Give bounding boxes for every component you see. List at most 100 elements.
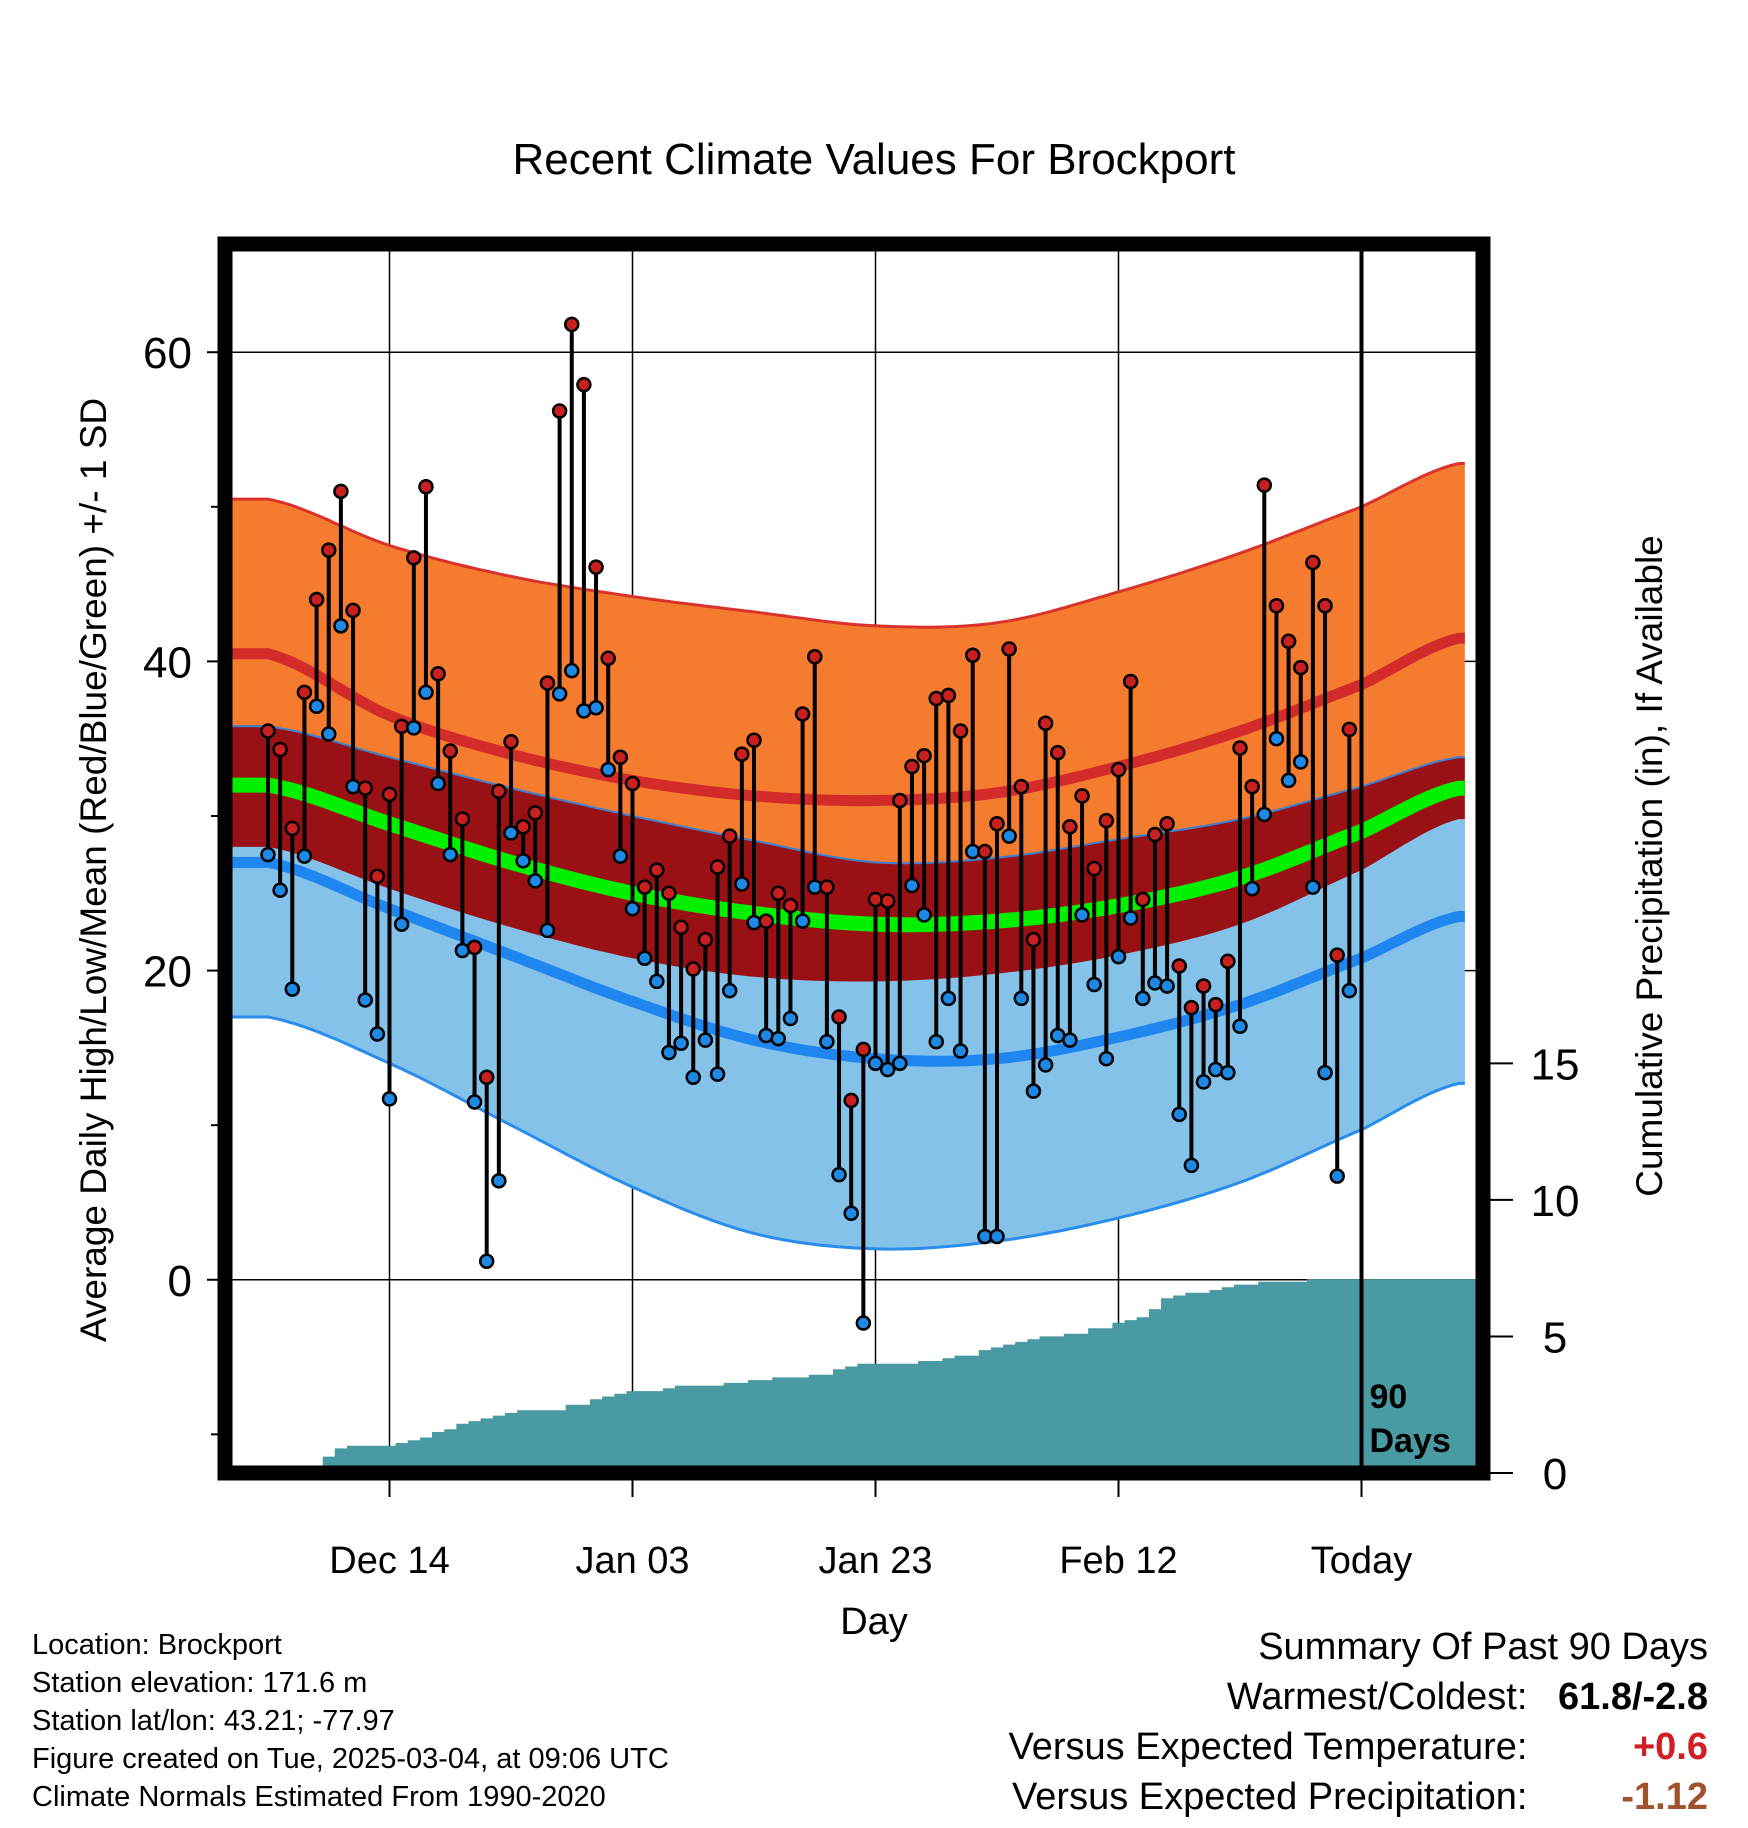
high-point (369, 868, 386, 885)
high-point (612, 749, 629, 765)
high-point (697, 931, 714, 948)
low-point (879, 1061, 896, 1078)
temp-versus-value: +0.6 (1632, 1726, 1708, 1768)
low-point (661, 1044, 677, 1061)
low-point (345, 778, 361, 795)
x-tick-label: Today (1311, 1540, 1412, 1582)
high-point (843, 1092, 859, 1109)
low-point (321, 726, 337, 742)
low-point (1232, 1018, 1248, 1034)
low-point (539, 922, 556, 939)
y-axis-label: Average Daily High/Low/Mean (Red/Blue/Gr… (73, 398, 114, 1342)
today-marker-label-1: 90 (1370, 1378, 1408, 1416)
low-point (1122, 910, 1139, 926)
high-point (1171, 958, 1187, 974)
high-point (1062, 819, 1078, 835)
low-point (1074, 907, 1090, 923)
warmest-coldest-label: Warmest/Coldest: (1226, 1676, 1528, 1718)
high-point (1135, 891, 1151, 908)
low-point (782, 1010, 799, 1027)
low-point (296, 848, 313, 864)
low-point (600, 761, 616, 778)
low-point (831, 1166, 847, 1183)
high-point (1256, 477, 1273, 493)
axes: 0 20 40 60 0 5 10 15 Dec 14 Jan 03 Jan 23 Feb 12 Tod… (143, 236, 1580, 1582)
high-point (576, 376, 592, 393)
low-point (478, 1253, 495, 1269)
info-created: Figure created on Tue, 2025-03-04, at 09… (32, 1743, 669, 1775)
high-point (758, 913, 774, 929)
low-point (709, 1066, 726, 1082)
high-point (478, 1069, 495, 1085)
high-point (1305, 554, 1321, 571)
high-point (1317, 597, 1333, 614)
high-point (321, 542, 337, 558)
high-point (527, 805, 544, 821)
info-normals: Climate Normals Estimated From 1990-2020 (32, 1781, 606, 1813)
summary-temp-row: Versus Expected Temperature: +0.6 (1009, 1722, 1708, 1772)
plot-content: 90 Days (225, 244, 1483, 1473)
high-point (503, 734, 519, 750)
high-point (782, 897, 799, 914)
high-point (393, 718, 410, 735)
low-point (892, 1055, 908, 1072)
low-point (491, 1173, 507, 1189)
low-point (418, 684, 434, 701)
info-latlon: Station lat/lon: 43.21; -77.97 (32, 1705, 395, 1737)
low-point (1317, 1064, 1333, 1081)
low-point (1293, 754, 1309, 770)
low-point (308, 698, 325, 714)
high-point (1110, 761, 1127, 778)
low-point (503, 825, 519, 841)
low-point (734, 876, 750, 892)
low-point (406, 720, 422, 736)
low-point (369, 1026, 386, 1042)
summary-warmest-coldest-row: Warmest/Coldest: 61.8/-2.8 (1009, 1672, 1708, 1722)
high-point (1050, 744, 1066, 761)
y-tick-label: 40 (143, 638, 192, 687)
high-point (345, 602, 361, 619)
high-point (734, 746, 750, 762)
summary-panel: Summary Of Past 90 Days Warmest/Coldest:… (1009, 1622, 1708, 1822)
high-point (515, 819, 531, 835)
x-tick-label: Dec 14 (329, 1540, 449, 1582)
low-point (1110, 948, 1127, 965)
x-axis-label: Day (840, 1601, 908, 1643)
high-point (1280, 633, 1297, 650)
info-location: Location: Brockport (32, 1629, 282, 1661)
low-point (697, 1032, 714, 1048)
low-point (357, 992, 373, 1008)
low-point (819, 1033, 835, 1050)
high-point (284, 820, 301, 837)
low-point (260, 846, 276, 863)
summary-title: Summary Of Past 90 Days (1258, 1626, 1708, 1668)
high-point (904, 758, 920, 775)
low-point (527, 873, 544, 889)
x-tick-label: Jan 23 (818, 1540, 932, 1582)
low-point (1280, 772, 1297, 789)
normal-mean-line (225, 777, 1465, 933)
normal-low-line (225, 856, 1465, 1067)
high-point (600, 650, 616, 667)
y2-tick-label: 15 (1531, 1040, 1580, 1089)
y2-axis-label: Cumulative Precipitation (in), If Availa… (1629, 535, 1670, 1197)
plot-frame (217, 236, 1491, 1481)
low-point (1001, 828, 1017, 844)
high-point (879, 893, 896, 909)
precip-versus-value: -1.12 (1621, 1776, 1708, 1818)
high-point (977, 843, 993, 860)
high-point (454, 811, 471, 827)
high-point (1013, 778, 1030, 795)
high-point (624, 775, 641, 792)
low-point (867, 1055, 884, 1072)
low-point (904, 877, 920, 894)
low-point (1329, 1168, 1345, 1184)
summary-precip-row: Versus Expected Precipitation: -1.12 (1009, 1772, 1708, 1822)
high-point (892, 792, 908, 809)
low-point (1086, 976, 1102, 993)
high-point (1086, 860, 1102, 877)
low-point (1013, 990, 1030, 1007)
low-point (1220, 1064, 1236, 1081)
low-point (673, 1035, 689, 1051)
